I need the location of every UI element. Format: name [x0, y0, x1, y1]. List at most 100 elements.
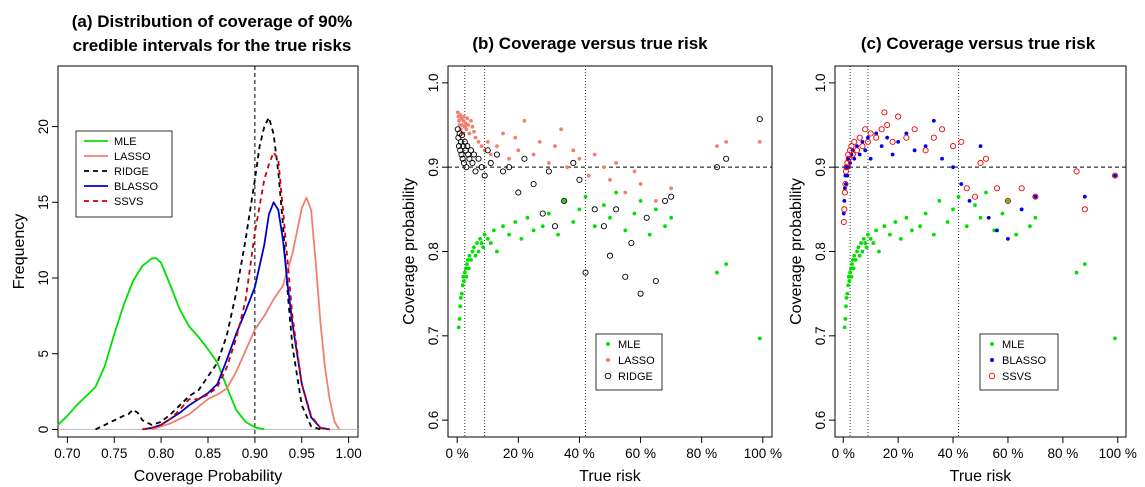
data-point-ridge-b — [472, 168, 479, 175]
data-point-lasso-b — [531, 152, 536, 157]
data-point-blasso-c — [842, 186, 847, 191]
data-point-mle-c — [860, 249, 865, 254]
data-point-mle-c — [1014, 232, 1019, 237]
data-point-mle-b — [495, 249, 499, 254]
data-point-mle-c — [855, 249, 859, 254]
data-point-mle-b — [571, 220, 576, 224]
data-point-mle-b — [469, 258, 473, 262]
y-tick-label-b: 0.6 — [426, 411, 441, 430]
data-point-ssvs-c — [851, 138, 858, 145]
legend-swatch-ssvs-c — [988, 372, 996, 380]
data-point-mle-b — [663, 224, 667, 229]
data-point-lasso-b — [458, 113, 463, 117]
data-point-lasso-b — [516, 148, 521, 153]
data-point-ridge-b — [463, 164, 470, 171]
data-point-ssvs-c — [903, 134, 910, 141]
data-point-blasso-c — [868, 156, 873, 161]
data-point-blasso-c — [857, 152, 862, 157]
data-point-mle-b — [461, 279, 466, 283]
data-point-mle-c — [846, 283, 851, 288]
data-point-blasso-c — [978, 144, 983, 149]
data-point-mle-b — [461, 274, 466, 279]
data-point-blasso-c — [1019, 207, 1024, 212]
data-point-mle-c — [863, 241, 868, 245]
data-point-mle-b — [638, 199, 643, 203]
x-tick-label-b: 40 % — [564, 446, 595, 461]
data-point-lasso-b — [460, 123, 464, 127]
data-point-lasso-b — [455, 110, 460, 115]
data-point-ssvs-c — [881, 109, 888, 116]
data-point-ridge-b — [591, 206, 598, 213]
data-point-blasso-c — [1006, 236, 1010, 241]
y-tick-label-c: 0.8 — [813, 242, 828, 261]
data-point-blasso-c — [879, 144, 884, 149]
y-tick-label-a: 0 — [36, 426, 51, 434]
data-point-mle-b — [478, 236, 482, 241]
data-point-ridge-b — [576, 176, 583, 183]
data-point-ssvs-c — [841, 189, 848, 196]
data-point-lasso-b — [577, 156, 582, 161]
legend-label-blasso-c: BLASSO — [1002, 355, 1046, 367]
series-line-mle-a — [57, 257, 265, 431]
data-point-ssvs-c — [971, 193, 979, 200]
data-point-lasso-b — [623, 190, 628, 195]
data-point-blasso-c — [959, 182, 964, 186]
data-point-mle-b — [457, 317, 462, 321]
data-point-ridge-b — [475, 155, 482, 162]
y-axis-label-a: Frequency — [11, 214, 28, 290]
data-point-mle-c — [893, 220, 898, 224]
data-point-ssvs-c — [864, 138, 871, 145]
data-point-ssvs-c — [1081, 206, 1088, 213]
x-tick-label-a: 1.00 — [335, 446, 361, 461]
data-point-ridge-b — [521, 155, 528, 162]
data-point-mle-b — [562, 199, 567, 203]
y-tick-label-a: 15 — [36, 195, 51, 210]
data-point-ridge-b — [545, 168, 552, 175]
data-point-mle-b — [507, 232, 512, 237]
data-point-blasso-c — [860, 139, 865, 144]
data-point-mle-c — [992, 228, 997, 233]
data-point-mle-b — [472, 245, 476, 250]
data-point-mle-c — [849, 274, 854, 279]
data-point-mle-b — [462, 270, 467, 275]
data-point-blasso-c — [1082, 194, 1087, 199]
data-point-ssvs-c — [856, 134, 863, 141]
data-point-ssvs-c — [930, 134, 937, 141]
data-point-lasso-b — [461, 118, 466, 123]
data-point-mle-b — [481, 245, 486, 250]
data-point-lasso-b — [465, 116, 470, 121]
data-point-lasso-b — [653, 199, 658, 203]
x-tick-label-a: 0.90 — [242, 446, 268, 461]
x-tick-label-a: 0.85 — [195, 446, 221, 461]
data-point-mle-b — [470, 249, 475, 254]
data-point-lasso-b — [669, 186, 674, 191]
data-point-ssvs-c — [895, 113, 902, 120]
data-point-mle-c — [844, 304, 848, 309]
data-point-mle-b — [583, 194, 588, 199]
data-point-ssvs-c — [878, 126, 885, 133]
data-point-mle-b — [473, 253, 478, 258]
data-point-mle-c — [882, 224, 887, 229]
data-point-lasso-b — [614, 161, 619, 165]
data-point-blasso-c — [896, 139, 901, 144]
data-point-ridge-b — [478, 164, 485, 171]
y-tick-label-b: 1.0 — [426, 73, 441, 92]
data-point-ridge-b — [481, 172, 488, 179]
data-point-ridge-b — [530, 180, 537, 188]
data-point-mle-c — [846, 274, 851, 279]
data-point-mle-c — [973, 203, 977, 208]
data-point-blasso-c — [885, 135, 890, 140]
data-point-lasso-b — [513, 135, 518, 140]
panel-a-title-line-1: (a) Distribution of coverage of 90% — [72, 12, 353, 31]
data-point-ssvs-c — [867, 130, 874, 137]
data-point-ridge-b — [487, 159, 494, 167]
data-point-mle-b — [647, 232, 652, 237]
data-point-mle-c — [1074, 270, 1079, 275]
data-point-mle-b — [458, 304, 463, 309]
data-point-blasso-c — [846, 156, 851, 161]
data-point-mle-c — [844, 295, 849, 300]
data-point-ridge-b — [652, 277, 659, 285]
data-point-mle-c — [847, 279, 852, 283]
data-point-mle-c — [1006, 199, 1010, 203]
data-point-mle-b — [464, 274, 469, 279]
